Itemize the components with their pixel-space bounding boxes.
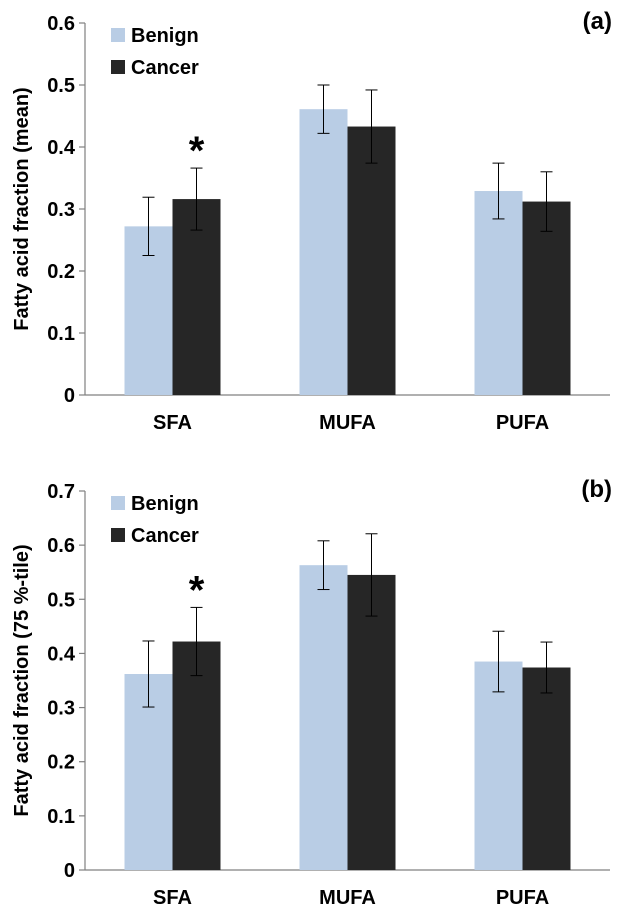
y-tick-label: 0.2 bbox=[47, 752, 75, 774]
y-tick-label: 0 bbox=[64, 860, 75, 882]
legend-swatch-benign bbox=[111, 28, 125, 42]
legend-swatch-cancer bbox=[111, 528, 125, 542]
y-tick-label: 0.4 bbox=[47, 643, 76, 665]
y-axis-label: Fatty acid fraction (mean) bbox=[11, 87, 33, 330]
chart-panel-a: 0 0.1 0.2 0.3 0.4 0.5 0.6 Fatty acid fraction (… bbox=[0, 0, 625, 459]
bar-benign-mufa bbox=[299, 109, 348, 396]
chart-panel-b: 0 0.1 0.2 0.3 0.4 0.5 0.6 0.7 Fatty acid fractio… bbox=[0, 459, 625, 918]
bar-cancer-mufa bbox=[347, 126, 396, 395]
bar-cancer-mufa bbox=[347, 574, 396, 870]
y-tick-label: 0.3 bbox=[47, 199, 75, 221]
y-tick-label: 0.6 bbox=[47, 535, 75, 557]
bar-benign-pufa bbox=[474, 661, 523, 870]
legend-swatch-cancer bbox=[111, 60, 125, 74]
panel-label-a: (a) bbox=[583, 8, 612, 35]
chart-b-svg: 0 0.1 0.2 0.3 0.4 0.5 0.6 0.7 Fatty acid fractio… bbox=[11, 476, 612, 909]
legend-label-benign: Benign bbox=[131, 493, 199, 515]
x-tick-label-mufa: MUFA bbox=[319, 887, 376, 909]
bar-cancer-pufa bbox=[522, 667, 571, 870]
bar-cancer-sfa bbox=[172, 641, 221, 870]
legend-swatch-benign bbox=[111, 496, 125, 510]
x-tick-label-sfa: SFA bbox=[153, 412, 192, 434]
y-tick-label: 0 bbox=[64, 385, 75, 407]
x-tick-label-sfa: SFA bbox=[153, 887, 192, 909]
legend-label-cancer: Cancer bbox=[131, 57, 199, 79]
bar-cancer-pufa bbox=[522, 201, 571, 395]
significance-asterisk: * bbox=[189, 568, 205, 612]
y-tick-label: 0.1 bbox=[47, 323, 75, 345]
y-tick-label: 0.5 bbox=[47, 589, 75, 611]
legend-label-cancer: Cancer bbox=[131, 525, 199, 547]
bar-benign-mufa bbox=[299, 565, 348, 870]
significance-asterisk: * bbox=[189, 129, 205, 173]
panel-label-b: (b) bbox=[581, 476, 612, 503]
chart-a-svg: 0 0.1 0.2 0.3 0.4 0.5 0.6 Fatty acid fraction (… bbox=[11, 8, 612, 434]
x-tick-label-pufa: PUFA bbox=[496, 887, 549, 909]
y-tick-label: 0.6 bbox=[47, 13, 75, 35]
bar-benign-pufa bbox=[474, 191, 523, 395]
y-tick-label: 0.1 bbox=[47, 806, 75, 828]
y-axis-label: Fatty acid fraction (75 %-tile) bbox=[11, 544, 33, 816]
y-tick-label: 0.5 bbox=[47, 75, 75, 97]
y-tick-label: 0.7 bbox=[47, 481, 75, 503]
x-tick-label-mufa: MUFA bbox=[319, 412, 376, 434]
bar-cancer-sfa bbox=[172, 199, 221, 395]
legend-label-benign: Benign bbox=[131, 25, 199, 47]
y-tick-label: 0.3 bbox=[47, 698, 75, 720]
y-tick-label: 0.2 bbox=[47, 261, 75, 283]
x-tick-label-pufa: PUFA bbox=[496, 412, 549, 434]
y-tick-label: 0.4 bbox=[47, 137, 76, 159]
